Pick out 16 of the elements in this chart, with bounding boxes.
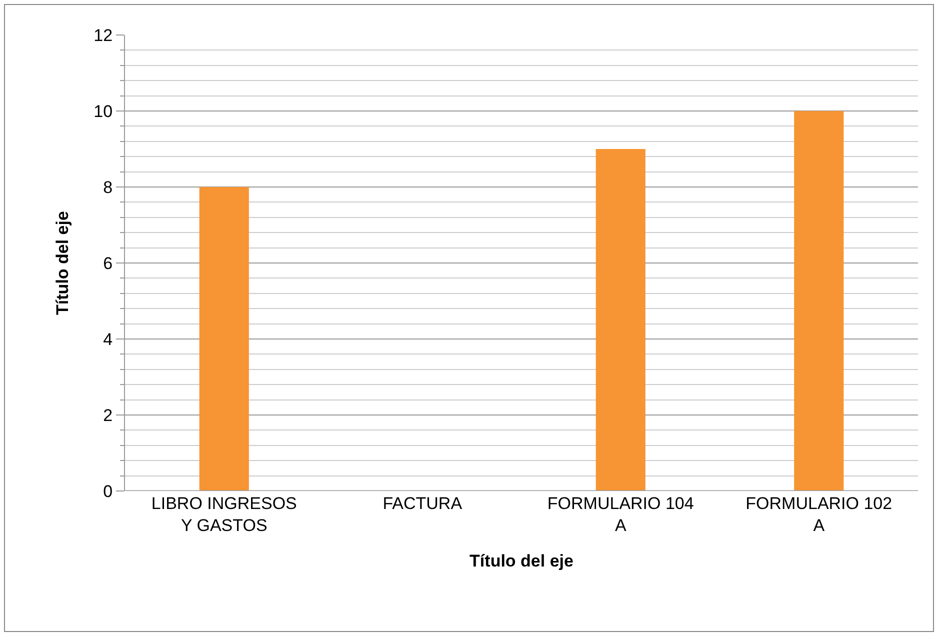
y-axis-title: Título del eje <box>53 211 72 315</box>
y-tick-label: 8 <box>103 178 113 197</box>
y-tick-label: 2 <box>103 406 113 425</box>
x-tick-label: LIBRO INGRESOS Y GASTOS <box>151 494 297 536</box>
y-tick-label: 4 <box>103 330 113 349</box>
x-tick-label: FORMULARIO 102 A <box>746 494 892 536</box>
x-tick-label: FORMULARIO 104 A <box>547 494 694 536</box>
bar <box>794 111 844 491</box>
bar <box>199 187 249 491</box>
y-tick-label: 10 <box>94 102 113 121</box>
y-tick-label: 12 <box>94 26 113 45</box>
y-tick-label: 6 <box>103 254 113 273</box>
x-tick-label: FACTURA <box>382 494 463 513</box>
x-axis-title: Título del eje <box>470 552 574 570</box>
bar <box>596 149 646 491</box>
y-tick-label: 0 <box>103 482 113 501</box>
